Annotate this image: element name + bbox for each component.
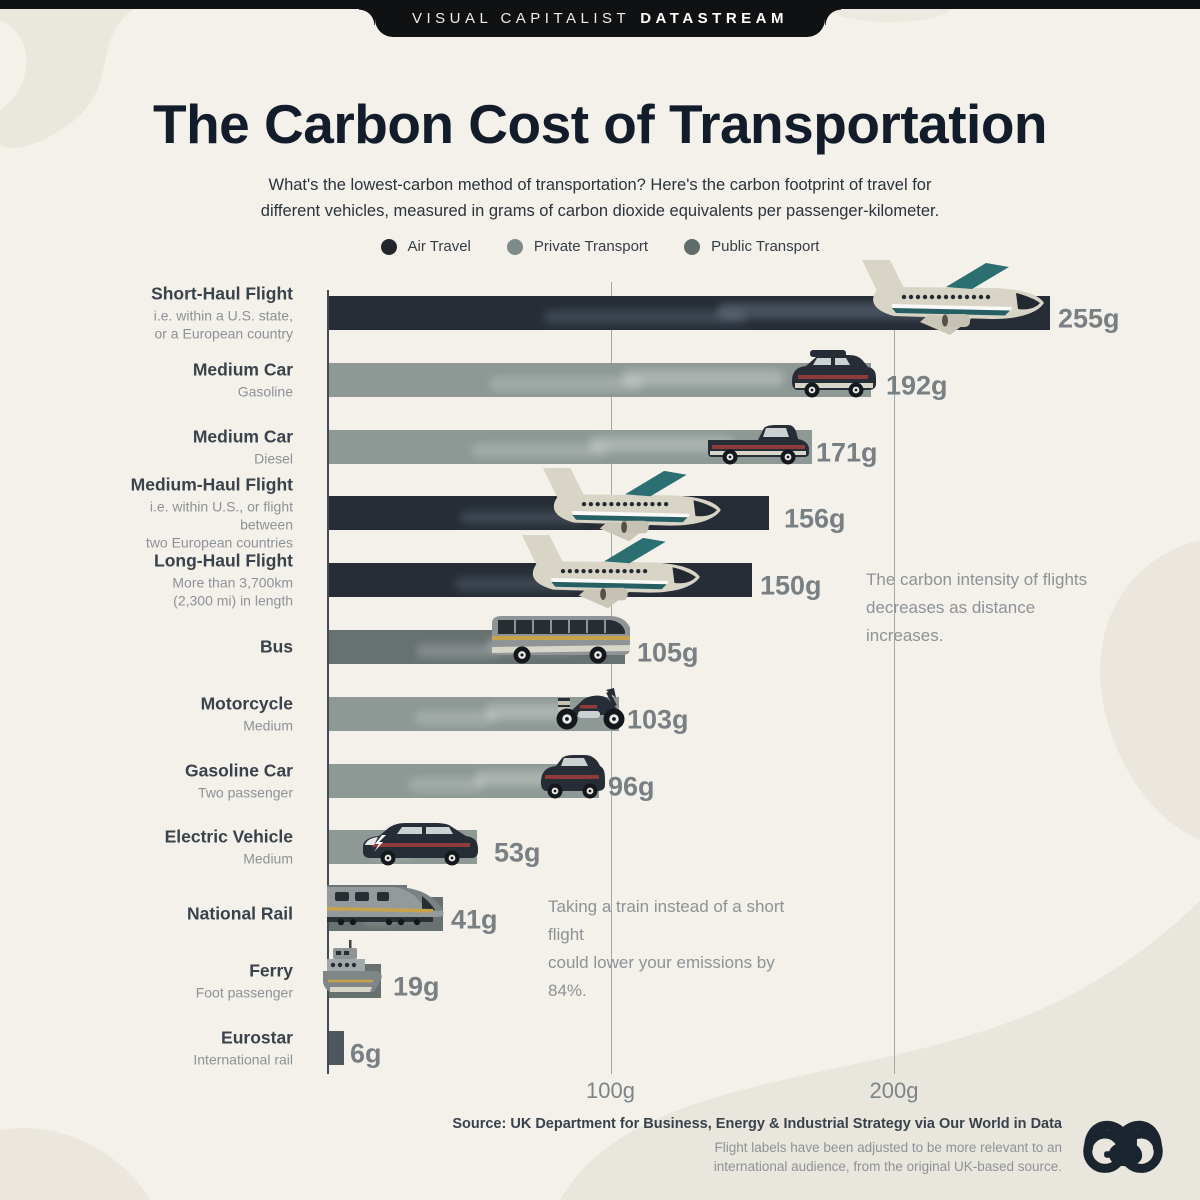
row-label-main: Motorcycle [200, 693, 293, 714]
value-label-255g: 255g [1058, 303, 1120, 334]
visual-capitalist-logo [1083, 1120, 1163, 1173]
bar-eurostar [327, 1030, 344, 1065]
row-label-main: Electric Vehicle [164, 826, 293, 847]
row-label-sub: Gasoline [237, 383, 293, 400]
value-label-19g: 19g [393, 971, 440, 1002]
tab-fillet-right [825, 9, 841, 25]
value-label-53g: 53g [494, 837, 541, 868]
row-label-4: Medium-Haul Flight i.e. within U.S., or … [98, 475, 293, 552]
airplane-icon [462, 533, 752, 619]
bar-medium-car [327, 362, 872, 397]
row-label-sub: International rail [193, 1051, 293, 1068]
annotation-flight-intensity: The carbon intensity of flights decrease… [866, 570, 1088, 645]
row-label-sub: Medium [243, 717, 293, 734]
row-label-main: Gasoline Car [185, 760, 293, 781]
x-tick-label: 200g [869, 1078, 919, 1103]
smoke-wisp [484, 704, 573, 720]
row-label-main: Eurostar [221, 1027, 293, 1048]
row-label-1: Short-Haul Flight i.e. within a U.S. sta… [98, 284, 293, 343]
row-label-main: Medium Car [192, 359, 293, 380]
legend-label: Public Transport [711, 238, 820, 255]
row-label-main: Bus [259, 636, 293, 657]
value-label-103g: 103g [627, 704, 689, 735]
electric-car-icon [358, 820, 482, 867]
legend-dot-private [506, 238, 523, 255]
gridline-100g [610, 282, 612, 1074]
legend-label: Air Travel [407, 238, 471, 255]
smoke-wisp [588, 437, 735, 453]
legend-item-private: Private Transport [506, 238, 649, 255]
gridline-200g [894, 282, 895, 1074]
smoke-wisp [416, 644, 500, 658]
legend: Air Travel Private Transport Public Transp… [0, 238, 1200, 255]
row-label-3: Medium Car Diesel [98, 426, 293, 467]
row-label-main: Short-Haul Flight [151, 283, 293, 304]
suv-car-icon [788, 350, 880, 398]
value-label-96g: 96g [608, 771, 655, 802]
value-label-150g: 150g [760, 570, 822, 601]
legend-item-air: Air Travel [380, 238, 471, 255]
row-label-main: Medium Car [192, 426, 293, 447]
row-label-2: Medium Car Gasoline [98, 359, 293, 400]
row-label-sub: Two passenger [198, 784, 293, 801]
tab-fillet-left [359, 9, 375, 25]
row-label-9: Electric Vehicle Medium [98, 827, 293, 868]
value-label-192g: 192g [886, 370, 948, 401]
page-subtitle: What's the lowest-carbon method of trans… [260, 176, 940, 220]
airplane-icon [483, 466, 773, 552]
row-label-6: Bus [98, 637, 293, 658]
legend-dot-air [380, 238, 397, 255]
brand-product: DATASTREAM [640, 10, 788, 27]
y-axis-line [327, 290, 329, 1074]
row-label-sub: More than 3,700km (2,300 mi) in length [172, 574, 293, 609]
smoke-wisp [459, 510, 584, 525]
row-label-10: National Rail [98, 904, 293, 925]
brand-banner: VISUAL CAPITALIST DATASTREAM [375, 0, 825, 37]
value-label-105g: 105g [637, 637, 699, 668]
page-title: The Carbon Cost of Transportation [152, 93, 1048, 155]
row-label-sub: i.e. within U.S., or flight between two … [145, 498, 293, 551]
train-icon [325, 879, 449, 931]
row-label-7: Motorcycle Medium [98, 693, 293, 734]
source-line: Source: UK Department for Business, Ener… [452, 1116, 1062, 1132]
row-label-sub: Diesel [254, 450, 293, 467]
source-note: Flight labels have been adjusted to be m… [713, 1140, 1062, 1174]
airplane-icon [846, 258, 1052, 346]
value-label-41g: 41g [451, 904, 498, 935]
row-label-5: Long-Haul Flight More than 3,700km (2,30… [98, 551, 293, 610]
row-label-11: Ferry Foot passenger [98, 961, 293, 1002]
smoke-wisp [490, 377, 643, 391]
annotation-train-vs-flight: Taking a train instead of a short flight… [548, 897, 785, 1000]
value-label-6g: 6g [350, 1038, 382, 1069]
row-label-sub: i.e. within a U.S. state, or a European … [153, 307, 293, 342]
row-label-main: Ferry [249, 960, 293, 981]
value-label-156g: 156g [784, 503, 846, 534]
smoke-wisp [472, 443, 609, 458]
bus-icon [488, 613, 634, 665]
row-label-sub: Foot passenger [195, 984, 293, 1001]
row-label-main: National Rail [187, 903, 293, 924]
smoke-wisp [408, 777, 485, 792]
small-car-icon [536, 752, 608, 800]
ferry-icon [321, 940, 389, 998]
row-label-8: Gasoline Car Two passenger [98, 760, 293, 801]
smoke-wisp [620, 370, 785, 386]
legend-label: Private Transport [533, 238, 649, 255]
pickup-truck-icon [704, 420, 814, 467]
row-label-sub: Medium [243, 850, 293, 867]
smoke-wisp [473, 771, 556, 787]
row-label-main: Long-Haul Flight [154, 550, 293, 571]
value-label-171g: 171g [816, 437, 878, 468]
motorcycle-icon [552, 686, 630, 732]
row-label-main: Medium-Haul Flight [130, 474, 293, 495]
legend-dot-public [684, 238, 701, 255]
row-label-12: Eurostar International rail [98, 1027, 293, 1068]
smoke-wisp [543, 310, 747, 324]
brand-name: VISUAL CAPITALIST [412, 10, 631, 27]
x-tick-label: 100g [586, 1078, 635, 1103]
smoke-wisp [414, 711, 497, 725]
legend-item-public: Public Transport [684, 238, 819, 255]
